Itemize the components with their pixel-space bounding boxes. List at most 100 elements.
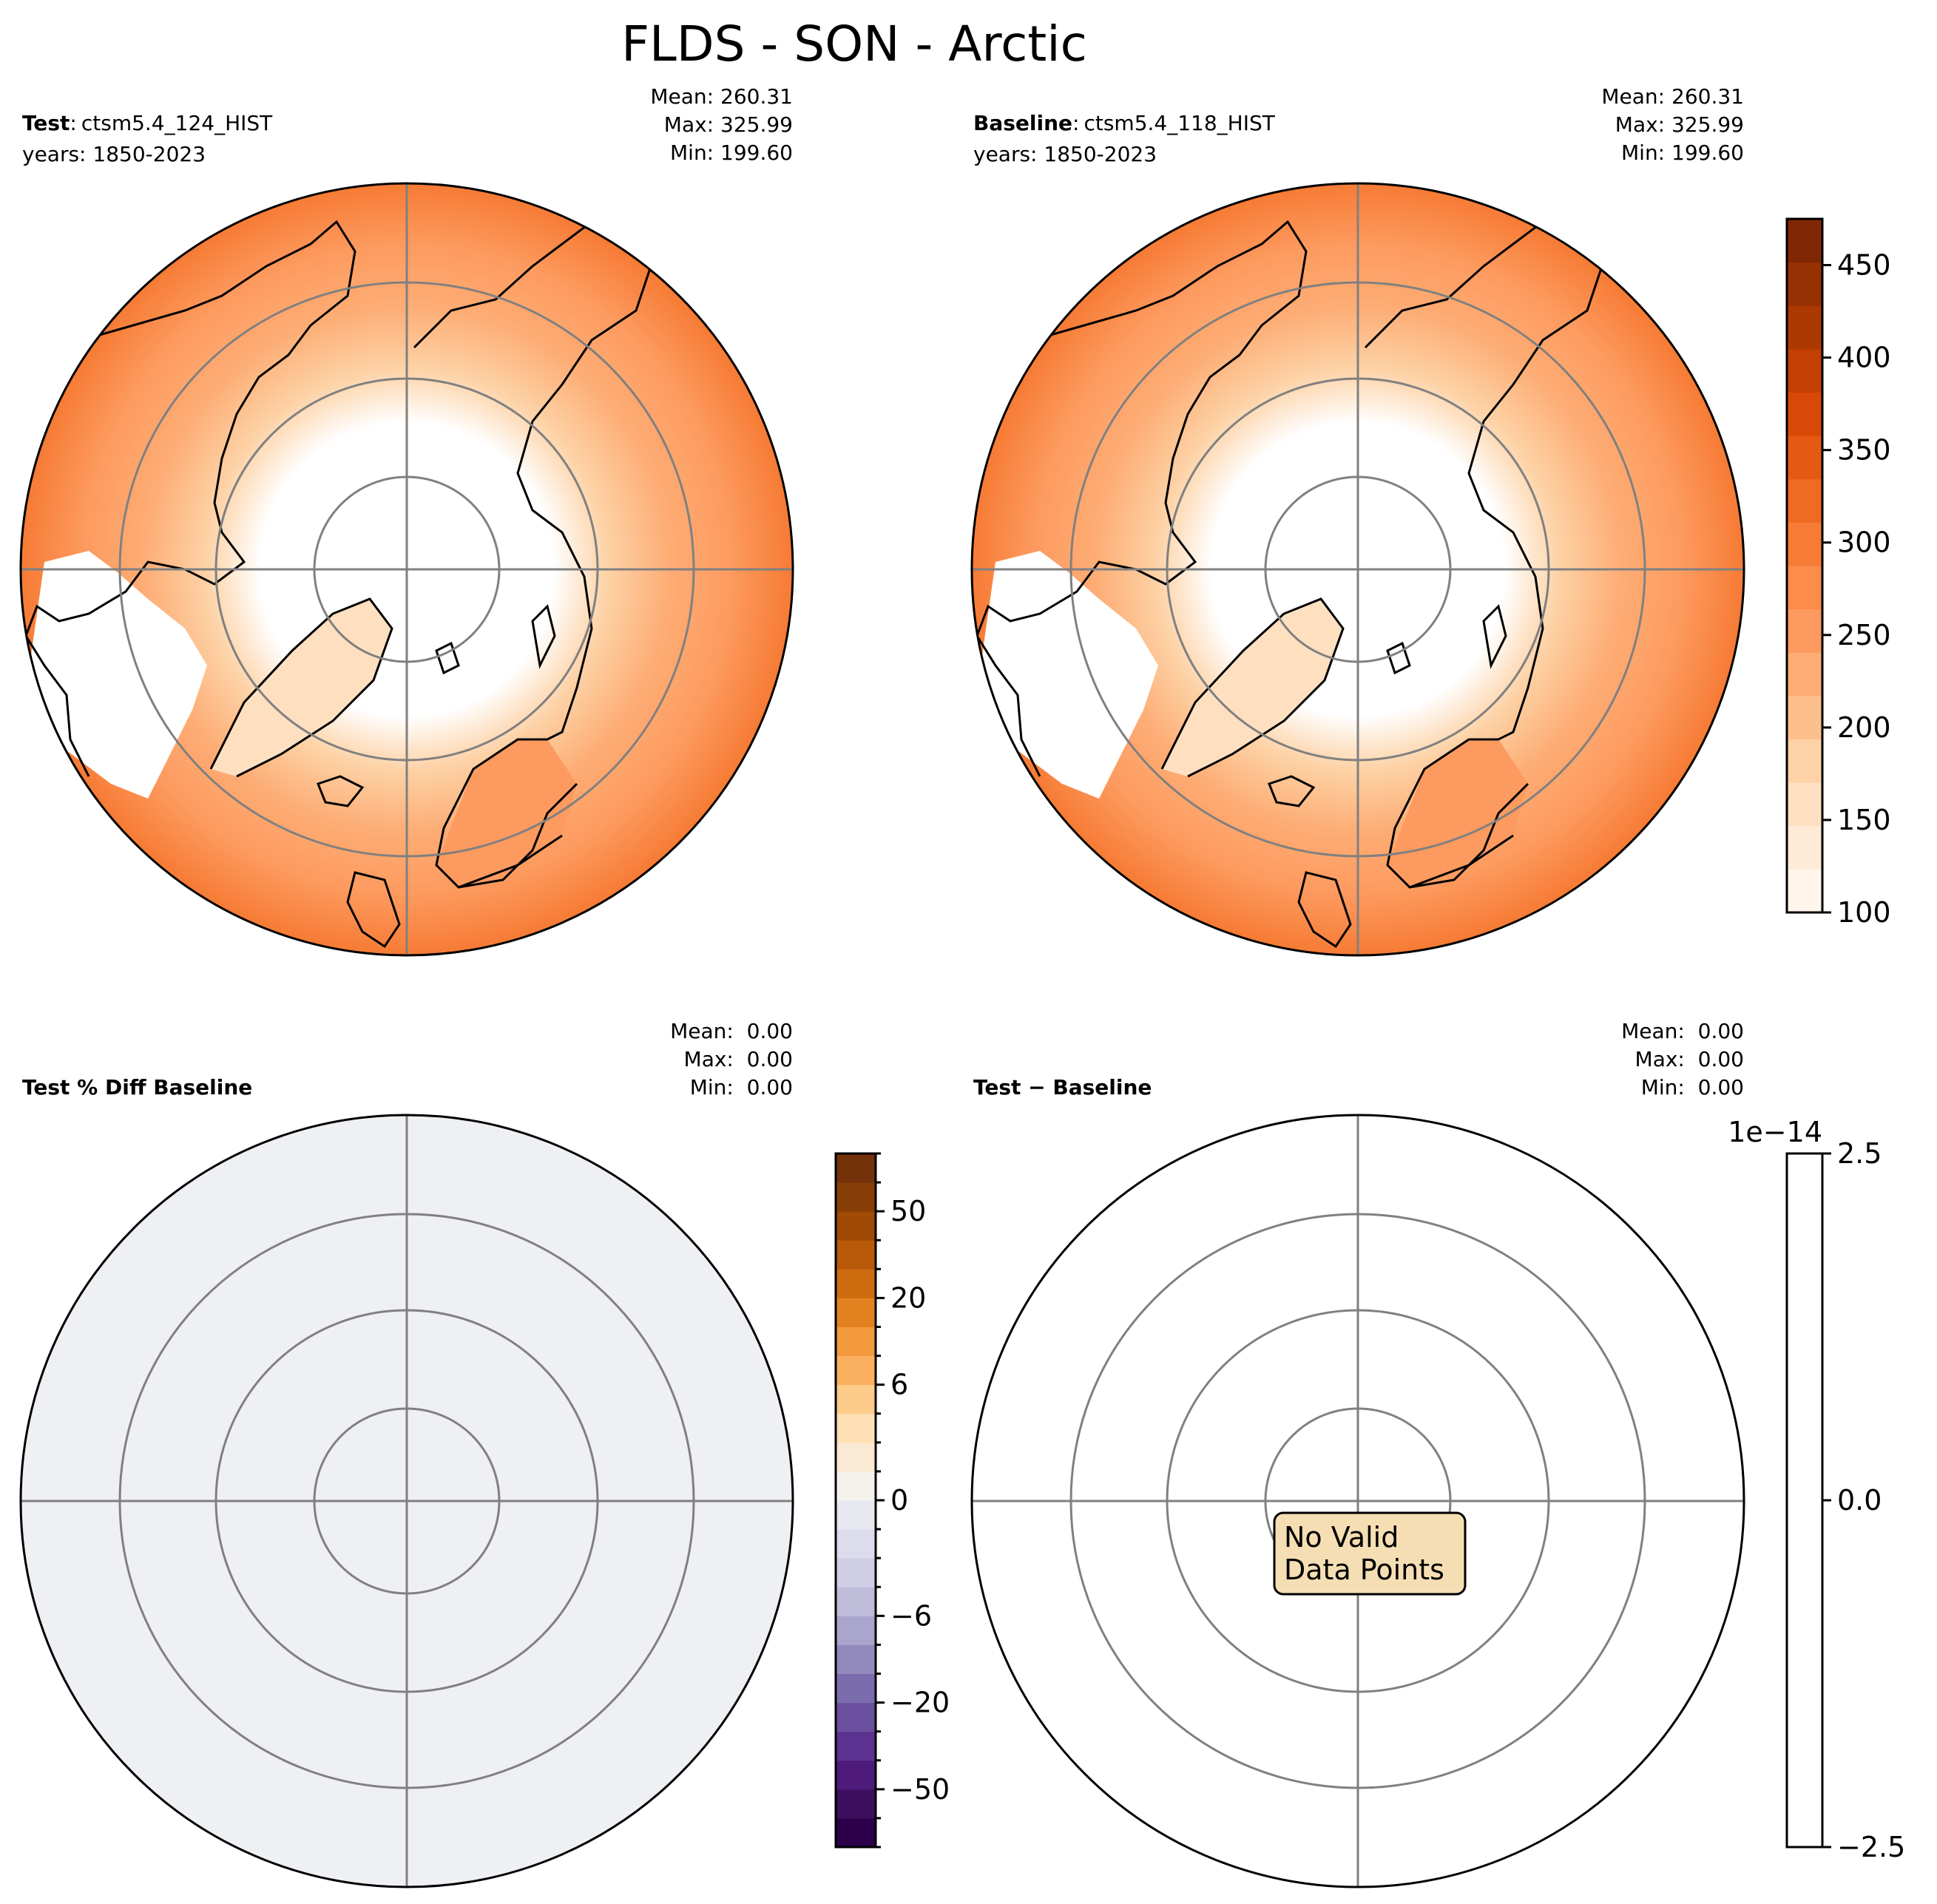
colorbar-segment — [1787, 522, 1822, 566]
stat-mean: Mean: 260.31 — [650, 84, 793, 109]
coastline-novaya-zemlya — [531, 604, 556, 669]
colorbar-tick-label: 6 — [890, 1369, 908, 1401]
map-boundary — [19, 182, 794, 957]
colorbar-ticks: −2.5 0.0 2.5 — [1822, 1137, 1905, 1863]
stat-min: Min: 0.00 — [690, 1075, 793, 1100]
colorbar-segment — [1787, 609, 1822, 653]
panel-label-separator: : — [70, 111, 76, 135]
colorbar-segment — [1787, 305, 1822, 350]
colorbar-tick-label: 400 — [1837, 342, 1891, 374]
colorbar-frame — [1785, 217, 1824, 914]
ocean-mask — [981, 551, 1158, 799]
panel-label: Baseline: ctsm5.4_118_HIST — [973, 111, 1276, 135]
europe-field — [436, 739, 577, 887]
colorbar-segment — [836, 1384, 876, 1415]
colorbar-segment — [836, 1731, 876, 1761]
colorbar-tick-label: 0 — [890, 1484, 908, 1517]
panel-label: Test: ctsm5.4_124_HIST — [22, 111, 273, 135]
colorbar-segment — [836, 1355, 876, 1386]
coastline-novaya-zemlya — [1482, 604, 1507, 669]
colorbar-segment — [836, 1587, 876, 1616]
colorbar-segment — [1787, 652, 1822, 697]
colorbar-tick-label: −50 — [890, 1773, 950, 1806]
graticule — [972, 183, 1744, 955]
stat-mean: Mean: 0.00 — [670, 1019, 793, 1043]
colorbar-segments — [836, 1153, 876, 1848]
colorbar-segment — [1787, 782, 1822, 827]
coastline-british-isles — [346, 871, 401, 949]
panel-baseline: Baseline: ctsm5.4_118_HIST years: 1850-20… — [970, 84, 1745, 957]
colorbar-segment — [1787, 566, 1822, 610]
panel-years: years: 1850-2023 — [973, 142, 1157, 166]
panel-label-bold: Test − Baseline — [973, 1075, 1152, 1100]
figure-title: FLDS - SON - Arctic — [621, 16, 1087, 72]
colorbar-tick-label: 150 — [1837, 804, 1891, 836]
colorbar-segment — [836, 1471, 876, 1501]
stat-max: Max: 0.00 — [684, 1047, 793, 1071]
graticule — [972, 1115, 1744, 1887]
coastline-svalbard — [435, 641, 460, 675]
colorbar-segment — [1787, 219, 1822, 263]
panel-label: Test − Baseline — [973, 1075, 1152, 1100]
panel-label-bold: Baseline — [973, 111, 1072, 135]
colorbar-segment — [836, 1211, 876, 1241]
coastline-eurasia — [1364, 213, 1603, 889]
colorbar-tick-label: 20 — [890, 1281, 926, 1314]
colorbar-absolute: 100 150 200 250 300 350 400 450 — [1785, 217, 1891, 929]
panel-label-bold: Test — [22, 111, 70, 135]
colorbar-segment — [836, 1153, 876, 1183]
colorbar-segment — [836, 1413, 876, 1443]
annotation-line: Data Points — [1284, 1554, 1444, 1586]
colorbar-offset-label: 1e−14 — [1728, 1116, 1822, 1148]
colorbar-segment — [836, 1789, 876, 1819]
panel-label-separator: : — [1072, 111, 1079, 135]
colorbar-segment — [836, 1442, 876, 1472]
coastlines — [24, 213, 652, 949]
colorbar-segments — [1787, 219, 1822, 913]
europe-field — [1387, 739, 1528, 887]
colorbar-segment — [836, 1616, 876, 1645]
colorbar-tick-label: 300 — [1837, 526, 1891, 559]
stat-max: Max: 0.00 — [1635, 1047, 1744, 1071]
colorbar-segment — [836, 1817, 876, 1848]
colorbar-difference: 1e−14 −2.5 0.0 2.5 — [1728, 1116, 1905, 1863]
panel-abs-diff: Test − Baseline Mean: 0.00 Max: 0.00 Min… — [970, 1019, 1745, 1888]
coastline-scandinavia — [1409, 782, 1529, 889]
colorbar-segment — [1787, 869, 1822, 913]
graticule — [21, 1115, 793, 1887]
coastline-greenland — [209, 597, 393, 778]
panel-pct-diff: Test % Diff Baseline Mean: 0.00 Max: 0.0… — [19, 1019, 794, 1888]
colorbar-segment — [836, 1240, 876, 1270]
ocean-mask — [30, 551, 207, 799]
graticule — [21, 183, 793, 955]
map-boundary — [970, 1114, 1745, 1888]
panel-test: Test: ctsm5.4_124_HIST years: 1850-2023 M… — [19, 84, 794, 957]
panel-label: Test % Diff Baseline — [22, 1075, 252, 1100]
stat-min: Min: 199.60 — [1621, 140, 1744, 165]
coastlines — [976, 213, 1603, 949]
colorbar-segment — [836, 1500, 876, 1530]
greenland-field — [211, 599, 392, 776]
colorbar-segment — [836, 1558, 876, 1588]
colorbar-tick-label: −6 — [890, 1599, 932, 1632]
colorbar-tick-label: 0.0 — [1837, 1484, 1882, 1517]
no-data-annotation: No Valid Data Points — [1273, 1511, 1467, 1596]
stat-mean: Mean: 260.31 — [1601, 84, 1744, 109]
colorbar-segment — [1787, 695, 1822, 739]
colorbar-segment — [1787, 436, 1822, 480]
colorbar-tick-label: 250 — [1837, 619, 1891, 651]
colorbar-frame — [1785, 1152, 1824, 1849]
colorbar-tick-label: −2.5 — [1837, 1831, 1905, 1863]
annotation-line: No Valid — [1284, 1521, 1399, 1554]
colorbar-tick-label: 200 — [1837, 711, 1891, 744]
panel-case-name: ctsm5.4_118_HIST — [1084, 111, 1275, 135]
colorbar-tick-label: 100 — [1837, 896, 1891, 929]
coastline-svalbard — [1386, 641, 1411, 675]
colorbar-tick-label: −20 — [890, 1687, 950, 1719]
colorbar-tick-label: 50 — [890, 1195, 926, 1227]
stat-min: Min: 0.00 — [1641, 1075, 1744, 1100]
colorbar-percent: −50 −20 −6 0 6 20 50 — [834, 1152, 950, 1849]
map-boundary — [970, 182, 1745, 957]
coastline-british-isles — [1297, 871, 1352, 949]
